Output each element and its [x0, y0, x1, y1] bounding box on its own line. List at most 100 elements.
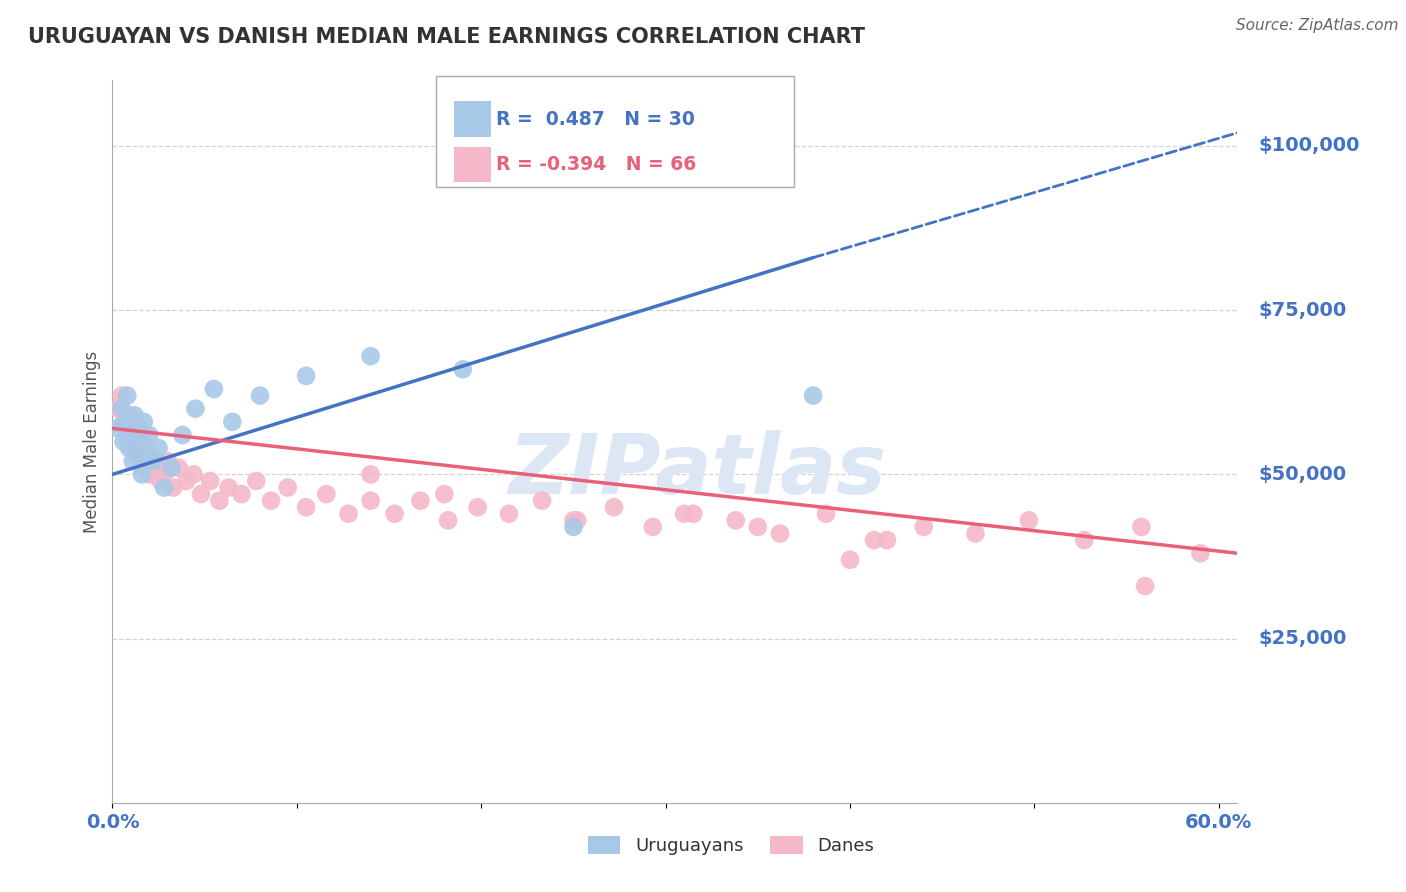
Point — [218, 481, 240, 495]
Point — [673, 507, 696, 521]
Point — [131, 467, 153, 482]
Point — [531, 493, 554, 508]
Point — [142, 454, 165, 468]
Point — [132, 460, 155, 475]
Point — [565, 513, 588, 527]
Point — [231, 487, 253, 501]
Point — [111, 388, 134, 402]
Point — [127, 421, 149, 435]
Point — [409, 493, 432, 508]
Point — [1133, 579, 1156, 593]
Point — [190, 487, 212, 501]
Point — [172, 428, 194, 442]
Point — [121, 454, 143, 468]
Point — [120, 428, 142, 442]
Point — [156, 454, 179, 468]
Text: R = -0.394   N = 66: R = -0.394 N = 66 — [496, 155, 696, 174]
Point — [184, 401, 207, 416]
Point — [221, 415, 243, 429]
Legend: Uruguayans, Danes: Uruguayans, Danes — [581, 829, 882, 863]
Text: $50,000: $50,000 — [1258, 465, 1347, 483]
Text: URUGUAYAN VS DANISH MEDIAN MALE EARNINGS CORRELATION CHART: URUGUAYAN VS DANISH MEDIAN MALE EARNINGS… — [28, 27, 865, 46]
Text: $25,000: $25,000 — [1258, 629, 1347, 648]
Point — [562, 520, 585, 534]
Point — [112, 434, 135, 449]
Point — [160, 460, 183, 475]
Point — [135, 448, 157, 462]
Point — [124, 421, 146, 435]
Point — [260, 493, 283, 508]
Point — [912, 520, 935, 534]
Point — [360, 493, 382, 508]
Point — [127, 428, 149, 442]
Point — [603, 500, 626, 515]
Point — [295, 500, 318, 515]
Point — [129, 434, 152, 449]
Point — [682, 507, 704, 521]
Point — [138, 428, 160, 442]
Point — [815, 507, 838, 521]
Point — [863, 533, 886, 547]
Point — [118, 441, 141, 455]
Point — [136, 448, 159, 462]
Point — [801, 388, 824, 402]
Point — [107, 401, 129, 416]
Point — [467, 500, 489, 515]
Point — [1018, 513, 1040, 527]
Point — [153, 467, 176, 482]
Point — [337, 507, 360, 521]
Point — [118, 409, 141, 423]
Point — [277, 481, 299, 495]
Point — [121, 441, 143, 455]
Text: $75,000: $75,000 — [1258, 301, 1347, 319]
Point — [112, 415, 135, 429]
Point — [125, 448, 148, 462]
Y-axis label: Median Male Earnings: Median Male Earnings — [83, 351, 101, 533]
Point — [115, 388, 138, 402]
Point — [174, 474, 197, 488]
Text: R =  0.487   N = 30: R = 0.487 N = 30 — [496, 110, 695, 128]
Text: ZIPatlas: ZIPatlas — [509, 430, 886, 511]
Point — [433, 487, 456, 501]
Point — [114, 421, 136, 435]
Point — [437, 513, 460, 527]
Point — [965, 526, 987, 541]
Point — [360, 349, 382, 363]
Point — [641, 520, 664, 534]
Point — [162, 481, 184, 495]
Point — [114, 415, 136, 429]
Point — [135, 441, 157, 455]
Point — [498, 507, 520, 521]
Text: Source: ZipAtlas.com: Source: ZipAtlas.com — [1236, 18, 1399, 33]
Point — [249, 388, 271, 402]
Point — [145, 460, 167, 475]
Point — [131, 434, 153, 449]
Point — [724, 513, 747, 527]
Point — [360, 467, 382, 482]
Point — [747, 520, 769, 534]
Point — [129, 454, 152, 468]
Point — [769, 526, 792, 541]
Point — [1073, 533, 1095, 547]
Point — [138, 467, 160, 482]
Point — [200, 474, 222, 488]
Point — [111, 401, 134, 416]
Point — [167, 460, 190, 475]
Point — [245, 474, 267, 488]
Point — [1130, 520, 1153, 534]
Point — [149, 474, 172, 488]
Point — [148, 441, 170, 455]
Point — [202, 382, 225, 396]
Point — [120, 434, 142, 449]
Point — [107, 421, 129, 435]
Point — [125, 448, 148, 462]
Point — [208, 493, 231, 508]
Point — [183, 467, 205, 482]
Point — [839, 553, 862, 567]
Point — [142, 454, 165, 468]
Point — [1189, 546, 1212, 560]
Point — [315, 487, 337, 501]
Text: $100,000: $100,000 — [1258, 136, 1360, 155]
Point — [295, 368, 318, 383]
Point — [384, 507, 406, 521]
